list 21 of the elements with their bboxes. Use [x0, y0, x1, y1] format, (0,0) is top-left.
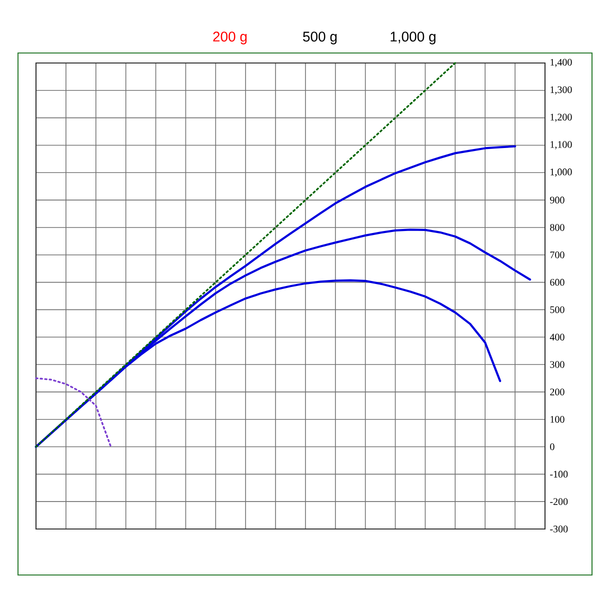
y-tick-label: -300 — [550, 526, 568, 532]
y-tick-label: 700 — [550, 252, 564, 258]
y-tick-label: 800 — [550, 224, 564, 231]
y-tick-label: 1,200 — [550, 114, 572, 122]
y-tick-label: 400 — [550, 334, 564, 340]
y-tick-label: 1,100 — [550, 141, 572, 150]
y-tick-label: 900 — [550, 196, 564, 204]
y-tick-label: 500 — [550, 306, 564, 314]
y-tick-label: 600 — [550, 278, 564, 286]
y-tick-label: 1,300 — [550, 86, 572, 95]
y-tick-label: 100 — [550, 416, 564, 423]
y-tick-label: 0 — [550, 443, 554, 450]
y-tick-label: -200 — [550, 498, 568, 505]
y-tick-label: 1,400 — [550, 58, 572, 68]
text: 200 g — [213, 32, 247, 44]
y-tick-label: 300 — [550, 361, 564, 368]
y-tick-label: -100 — [550, 470, 568, 478]
text: 1,000 g — [390, 32, 436, 44]
text: 500 g — [303, 32, 337, 44]
y-tick-label: 1,000 — [550, 168, 572, 177]
y-tick-label: 200 — [550, 388, 564, 396]
